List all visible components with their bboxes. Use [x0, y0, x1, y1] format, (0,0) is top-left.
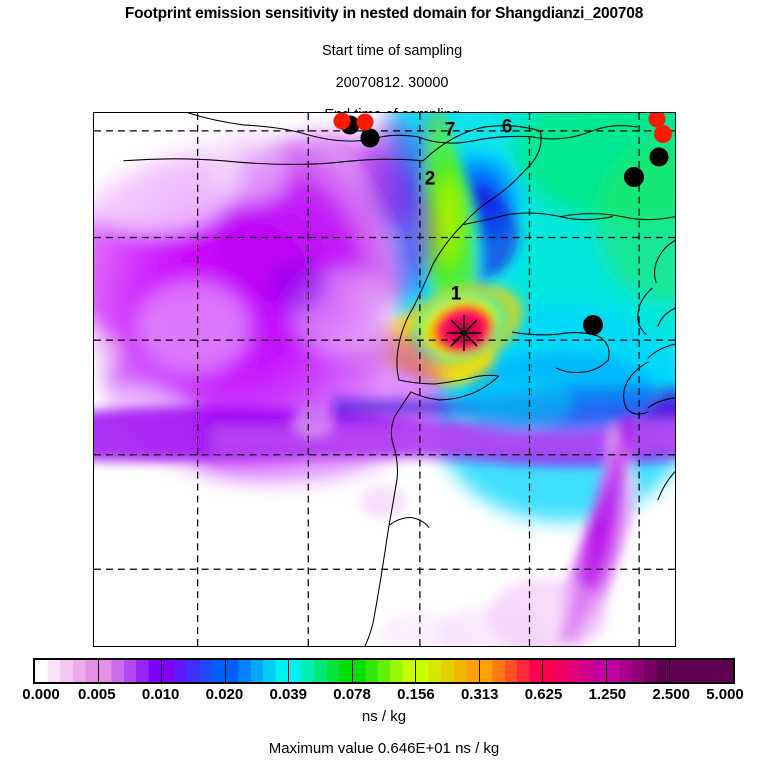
colorbar-tick-label: 0.000	[22, 686, 60, 703]
colorbar-unit-label: ns / kg	[361, 708, 407, 725]
colorbar-segment	[479, 660, 544, 682]
colorbar-tick-label: 2.500	[652, 686, 690, 703]
colorbar-tick-label: 0.010	[141, 686, 180, 703]
station-marker-black	[360, 128, 380, 148]
colorbar-segment	[98, 660, 163, 682]
start-time-value: 20070812. 30000	[335, 75, 449, 91]
colorbar-segment	[416, 660, 480, 682]
colorbar-segment	[289, 660, 353, 682]
colorbar-tick-label: 5.000	[706, 686, 744, 703]
station-marker-black	[624, 167, 644, 187]
colorbar-tick-label: 0.313	[460, 686, 499, 703]
station-marker-red	[333, 113, 351, 130]
colorbar-tick-label: 1.250	[588, 686, 627, 703]
station-marker-red	[654, 125, 672, 143]
contour-label-2: 2	[424, 168, 436, 190]
release-point-star-icon	[446, 315, 482, 351]
station-marker-black	[583, 315, 603, 335]
station-marker-red	[648, 113, 666, 128]
colorbar-segment	[606, 660, 671, 682]
colorbar-tick-label: 0.625	[524, 686, 563, 703]
colorbar-segment	[670, 660, 734, 682]
colorbar-tick-label: 0.078	[333, 686, 371, 703]
colorbar-segment	[543, 660, 607, 682]
colorbar-segment	[352, 660, 417, 682]
colorbar-segment	[162, 660, 226, 682]
colorbar-segment	[35, 660, 99, 682]
start-time-label: Start time of sampling	[321, 43, 463, 59]
colorbar-tick-label: 0.020	[205, 686, 244, 703]
map-plot-area: 7 6 2 1	[93, 112, 676, 647]
contour-label-7: 7	[444, 119, 456, 141]
colorbar-tick-label: 0.156	[397, 686, 435, 703]
colorbar-tick-labels: 0.000 0.005 0.010 0.020 0.039 0.078 0.156 0.313…	[0, 686, 768, 704]
contour-label-1: 1	[450, 283, 462, 305]
page-title: Footprint emission sensitivity in nested…	[124, 5, 644, 22]
colorbar-tick-label: 0.005	[78, 686, 116, 703]
colorbar-gradient	[33, 658, 735, 684]
contour-label-6: 6	[501, 116, 513, 138]
colorbar	[33, 658, 735, 684]
maximum-value-label: Maximum value 0.646E+01 ns / kg	[268, 740, 500, 757]
station-marker-black	[649, 147, 669, 167]
colorbar-tick-label: 0.039	[269, 686, 308, 703]
colorbar-segment	[225, 660, 290, 682]
station-marker-red	[356, 113, 374, 131]
footprint-field	[94, 113, 675, 646]
